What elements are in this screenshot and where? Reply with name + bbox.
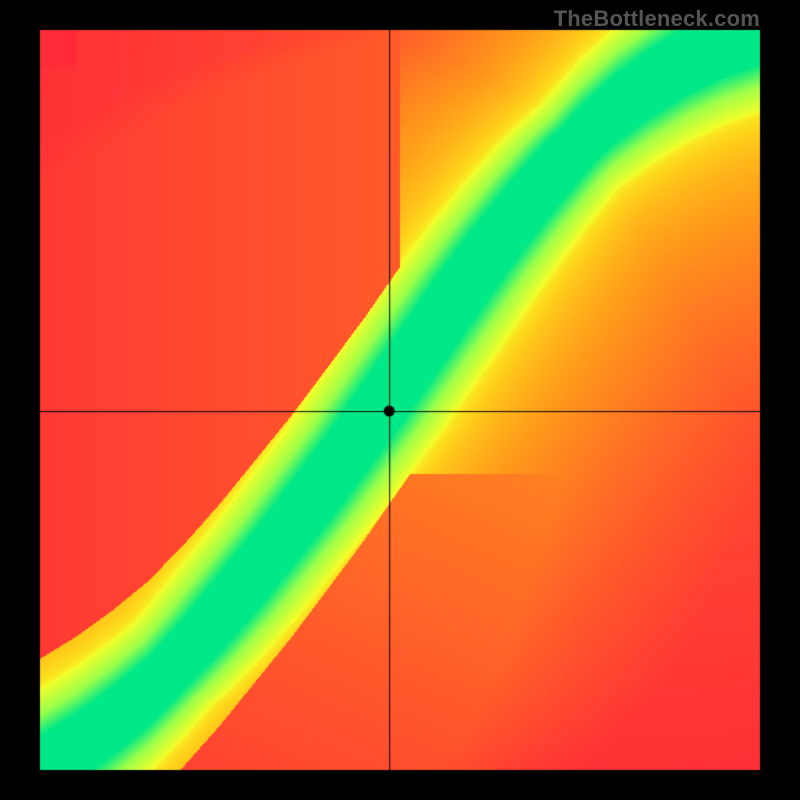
watermark-text: TheBottleneck.com bbox=[554, 6, 760, 32]
chart-container: TheBottleneck.com bbox=[0, 0, 800, 800]
heatmap-canvas bbox=[0, 0, 800, 800]
